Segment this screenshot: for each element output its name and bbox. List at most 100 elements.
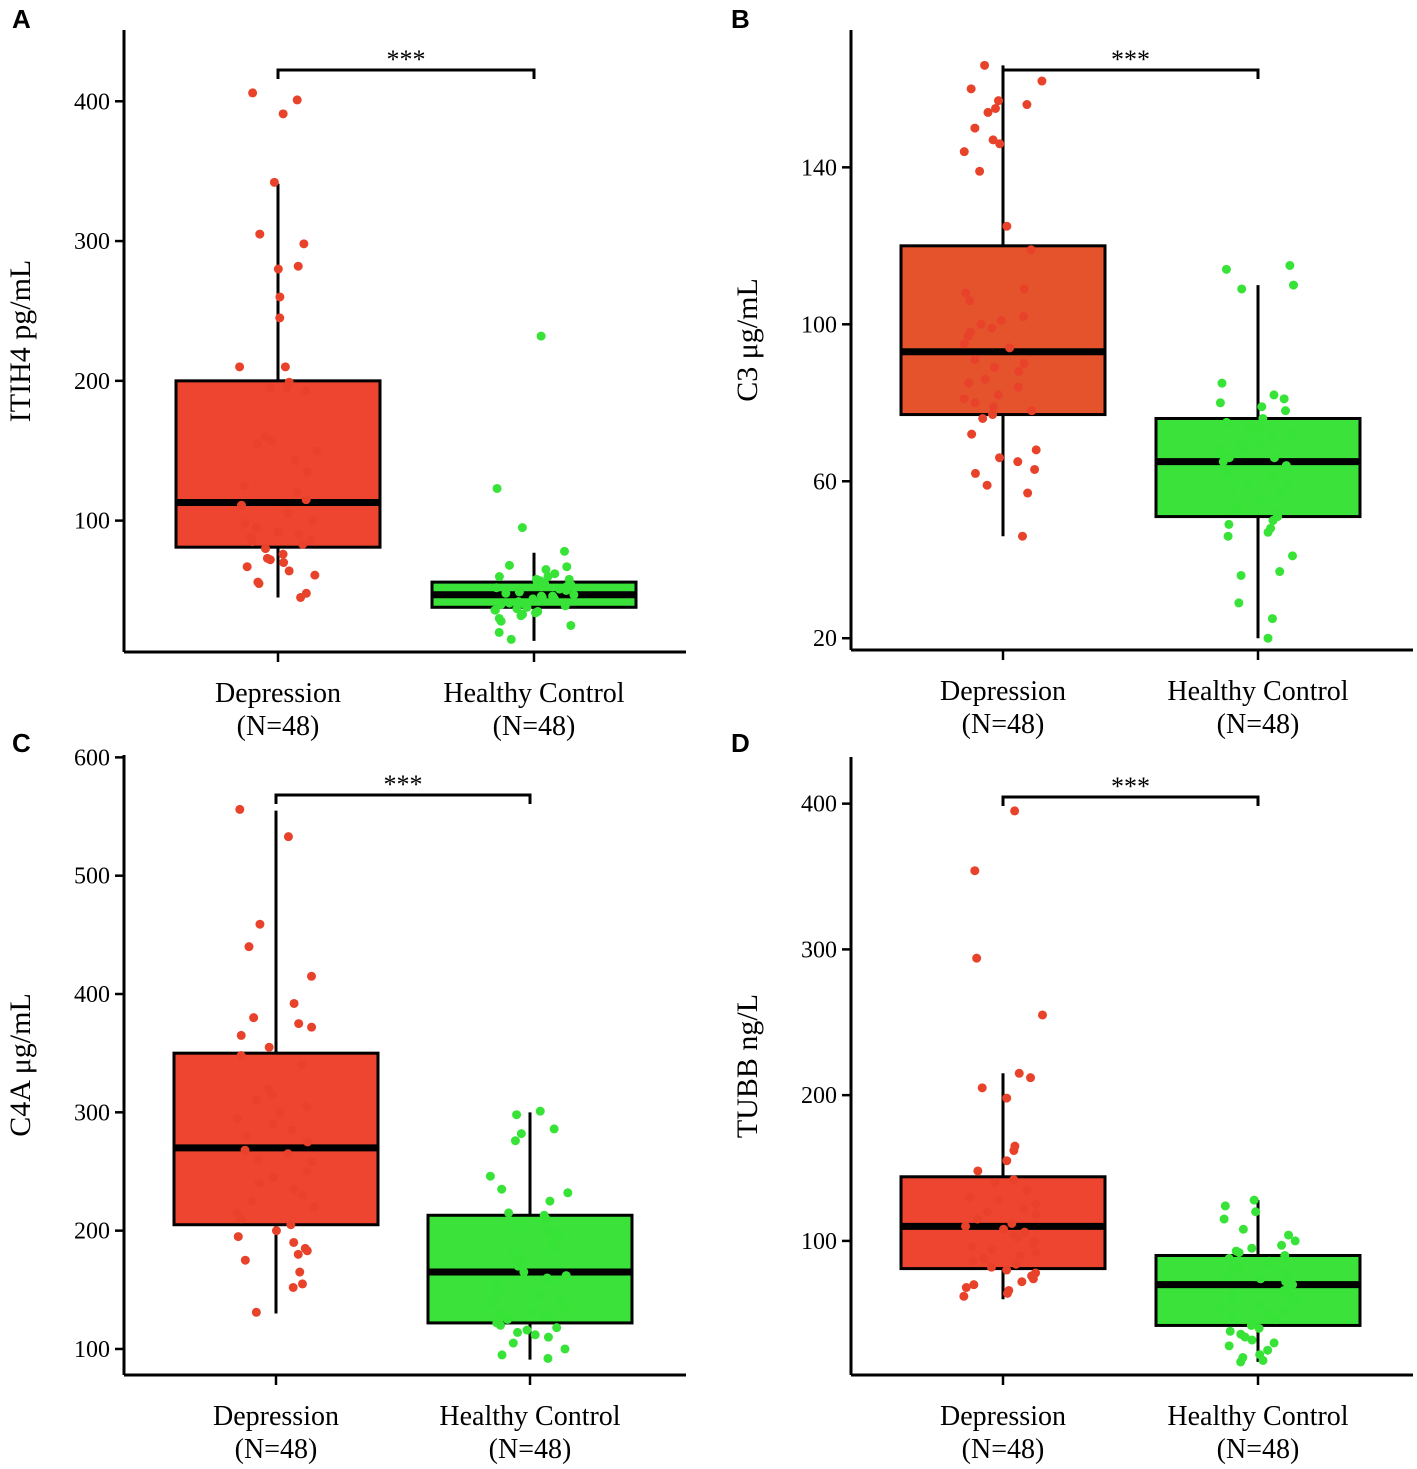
data-point [278,549,288,559]
data-point [1222,1271,1232,1281]
data-point [497,1184,507,1194]
data-point [964,378,974,388]
data-point [268,1119,278,1129]
data-point [1286,1291,1296,1301]
data-point [294,530,304,540]
data-point [275,292,285,302]
data-point [979,1253,989,1263]
data-point [1236,1357,1246,1367]
data-point [970,866,980,876]
data-point [534,1291,544,1301]
data-point [1028,1274,1038,1284]
data-point [1013,382,1023,392]
data-point [1007,1218,1017,1228]
data-point [1002,1093,1012,1103]
data-point [562,562,572,572]
data-point [279,558,289,568]
data-point [1280,1250,1290,1260]
data-point [541,1214,551,1224]
data-point [275,1107,285,1117]
data-point [1247,1335,1257,1345]
box-iqr [899,1175,1107,1271]
data-point [1263,1345,1273,1355]
data-point [993,96,1003,106]
data-point [271,1226,281,1236]
data-point [242,562,252,572]
data-point [1221,264,1231,274]
data-point [497,1350,507,1360]
data-point [1263,527,1273,537]
data-point [970,468,980,478]
data-point [1234,598,1244,608]
data-point [1224,1341,1234,1351]
data-point [306,971,316,981]
data-point [560,601,570,611]
data-point [1005,343,1015,353]
data-point [1269,390,1279,400]
data-point [1256,1274,1266,1284]
data-point [278,109,288,119]
y-tick-label: 100 [801,312,837,338]
data-point [517,523,527,533]
data-point [1219,1214,1229,1224]
data-point [959,339,969,349]
y-tick-label: 300 [74,229,110,255]
data-point [491,1287,501,1297]
data-point [563,1188,573,1198]
data-point [988,410,998,420]
data-point [536,331,546,341]
data-point [255,229,265,239]
data-point [239,481,249,491]
significance-label: *** [384,770,423,799]
data-point [966,84,976,94]
data-point [543,572,553,582]
data-point [1292,1297,1302,1307]
y-tick-label: 200 [801,1083,837,1109]
data-point [1258,1355,1268,1365]
data-point [1267,614,1277,624]
data-point [522,1325,532,1335]
data-point [512,1110,522,1120]
data-point [504,560,514,570]
data-point [302,1166,312,1176]
significance-label: *** [1111,45,1150,74]
data-point [1020,1227,1030,1237]
group-depression: Depression(N=48) [899,60,1107,740]
y-tick-label: 100 [801,1229,837,1255]
data-point [233,1232,243,1242]
data-point [284,377,294,387]
data-point [283,1149,293,1159]
x-category-label: Healthy Control [443,678,624,709]
data-point [1223,468,1233,478]
data-point [973,1166,983,1176]
data-point [545,1275,555,1285]
data-point [1269,1338,1279,1348]
data-point [1026,245,1036,255]
data-point [1225,1326,1235,1336]
data-point [513,1261,523,1271]
data-point [1244,421,1254,431]
data-point [1247,1243,1257,1253]
data-point [1277,1240,1287,1250]
data-point [309,1202,319,1212]
data-point [287,1125,297,1135]
data-point [1268,472,1278,482]
data-point [496,616,506,626]
data-point [293,1249,303,1259]
data-point [968,1256,978,1266]
data-point [961,1283,971,1293]
data-point [1031,445,1041,455]
data-point [1290,1236,1300,1246]
data-point [522,602,532,612]
data-point [970,123,980,133]
data-point [290,456,300,466]
data-point [244,942,254,952]
data-point [961,288,971,298]
data-point [288,1282,298,1292]
data-point [976,319,986,329]
y-axis-title: TUBB ng/L [731,994,764,1138]
